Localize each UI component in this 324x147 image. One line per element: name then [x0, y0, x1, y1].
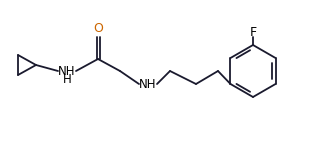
Text: F: F: [249, 25, 257, 39]
Text: NH: NH: [58, 65, 76, 77]
Text: O: O: [93, 21, 103, 35]
Text: NH: NH: [139, 77, 157, 91]
Text: H: H: [63, 72, 71, 86]
